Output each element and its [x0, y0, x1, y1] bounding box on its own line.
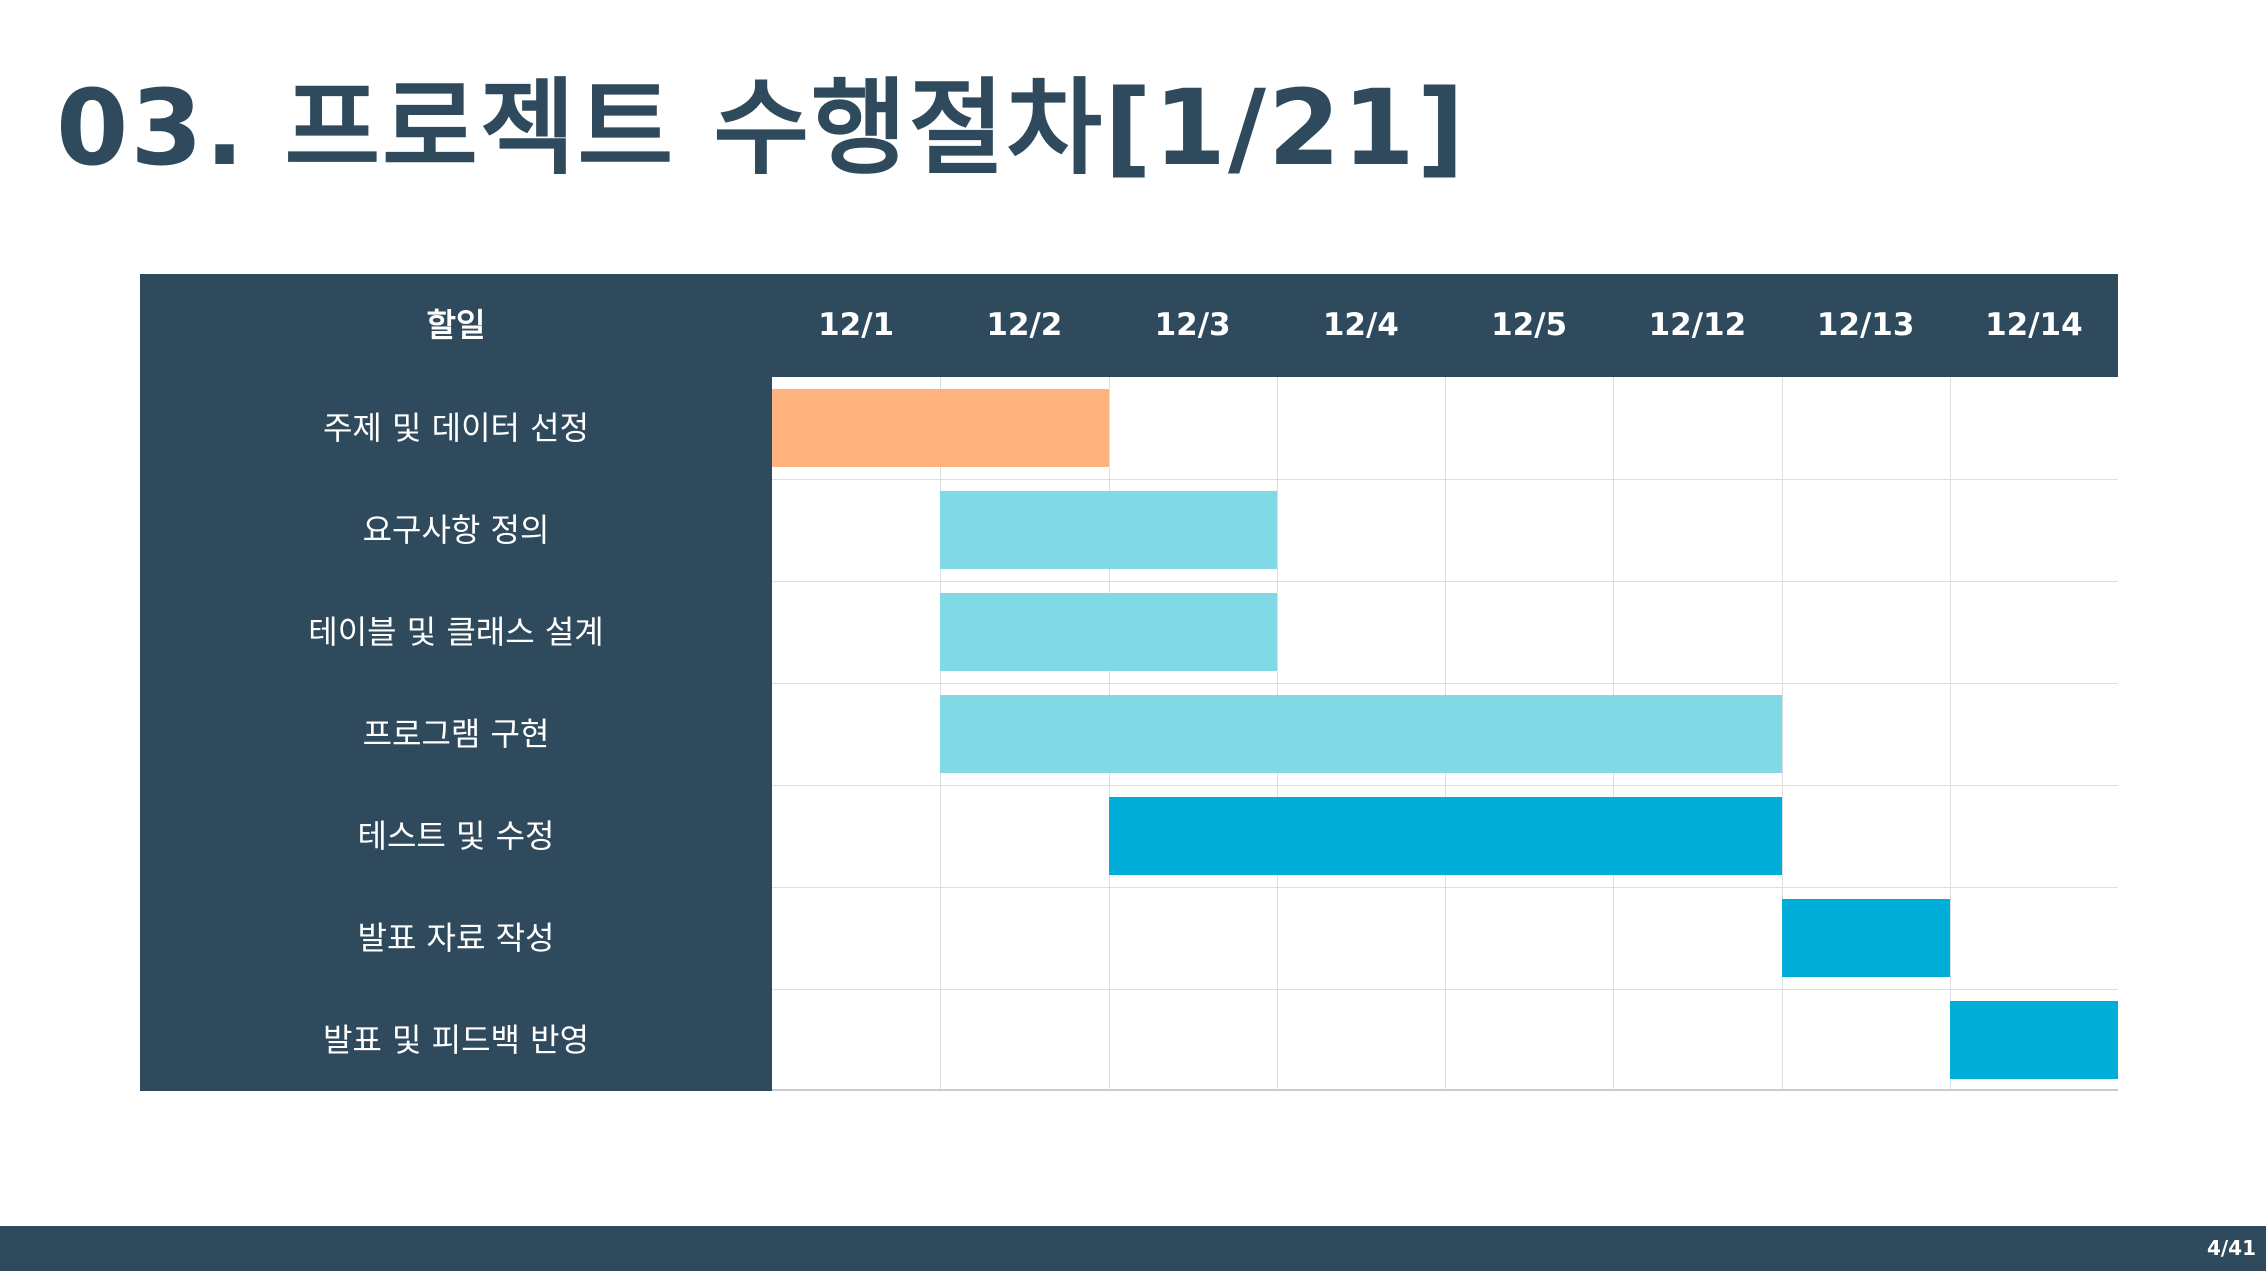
- gantt-grid: [772, 377, 2118, 1089]
- task-column-header: 할일: [426, 306, 486, 344]
- task-bar: [940, 491, 1277, 569]
- grid-row-line: [772, 683, 2118, 684]
- page-title: 03. 프로젝트 수행절차[1/21]: [56, 67, 1467, 189]
- grid-row-line: [772, 887, 2118, 888]
- task-bar: [1108, 797, 1782, 875]
- date-header: 12/2: [986, 307, 1063, 343]
- grid-row-line: [772, 581, 2118, 582]
- date-header: 12/5: [1491, 307, 1568, 343]
- date-header: 12/3: [1154, 307, 1231, 343]
- page-number: 4/41: [2206, 1236, 2256, 1260]
- grid-row-line: [772, 989, 2118, 990]
- task-bar: [772, 389, 1109, 467]
- task-bar: [940, 695, 1782, 773]
- task-label: 발표 및 피드백 반영: [322, 1021, 590, 1059]
- date-header: 12/12: [1648, 307, 1747, 343]
- task-label: 테이블 및 클래스 설계: [308, 613, 604, 651]
- task-bar: [1949, 1001, 2118, 1079]
- grid-row-line: [772, 479, 2118, 480]
- date-header: 12/1: [818, 307, 895, 343]
- task-label: 주제 및 데이터 선정: [322, 409, 590, 447]
- gantt-chart: 할일 12/1 12/2 12/3 12/4 12/5 12/12 12/13 12/14 주…: [140, 274, 2118, 1091]
- task-label: 테스트 및 수정: [357, 817, 555, 855]
- grid-column-line: [1950, 377, 1951, 1089]
- grid-column-line: [1782, 377, 1783, 1089]
- date-header: 12/13: [1816, 307, 1915, 343]
- date-header: 12/4: [1322, 307, 1399, 343]
- task-bar: [1781, 899, 1950, 977]
- task-label: 발표 자료 작성: [357, 919, 555, 957]
- task-bar: [940, 593, 1277, 671]
- gantt-header-row: 할일 12/1 12/2 12/3 12/4 12/5 12/12 12/13 12/14: [140, 274, 2118, 377]
- footer-bar: 4/41: [0, 1226, 2266, 1271]
- date-header: 12/14: [1985, 307, 2083, 343]
- grid-row-line: [772, 785, 2118, 786]
- task-label: 요구사항 정의: [362, 511, 550, 549]
- task-label: 프로그램 구현: [362, 715, 550, 753]
